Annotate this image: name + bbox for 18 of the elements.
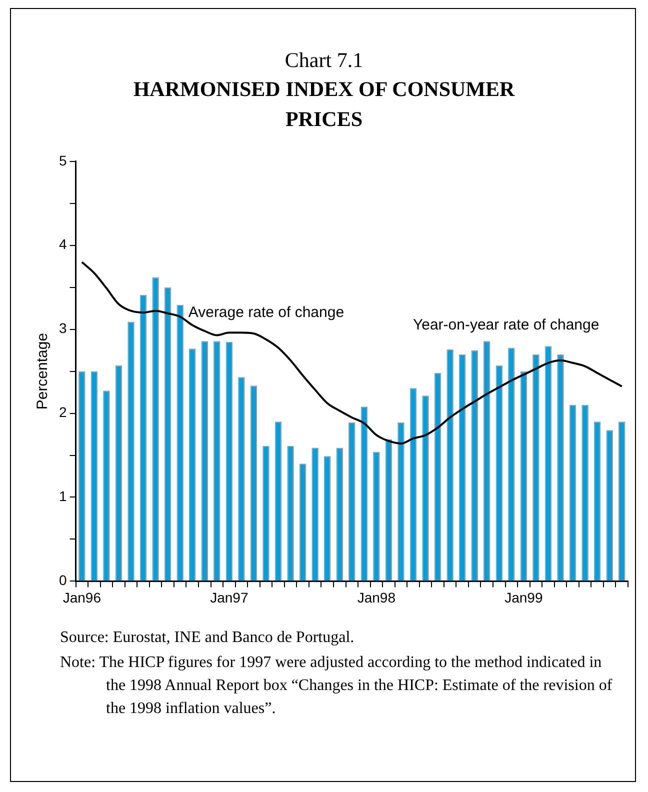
series-label: Average rate of change (188, 304, 344, 321)
y-tick-label: 1 (58, 488, 67, 504)
y-tick-label: 4 (58, 236, 67, 252)
line-series (80, 261, 623, 445)
y-tick-label: 0 (58, 572, 67, 588)
text: Note: The HICP figures for 1997 were adjusted according to the method indicated in the 1998 Annual Report box “Changes in the HICP: Estimate of the revision of the 1998 inflation values”. (60, 653, 614, 719)
x-tick-label: Jan99 (504, 589, 543, 606)
series-label: Year-on-year rate of change (412, 316, 600, 334)
y-tick-label: 5 (58, 152, 67, 168)
chart-subtitle: HARMONISED INDEX OF CONSUMER PRICES (132, 76, 516, 133)
x-tick-label: Jan97 (210, 589, 248, 606)
source-note: Source: Eurostat, INE and Banco de Portugal. (60, 628, 356, 648)
y-tick-label: 2 (58, 404, 67, 420)
y-tick-label: 3 (58, 320, 67, 336)
x-tick-label: Jan96 (62, 589, 102, 606)
y-axis-title: Percentage (34, 332, 52, 410)
x-tick-label: Jan98 (357, 589, 396, 606)
chart-title: Chart 7.1 (284, 48, 364, 73)
